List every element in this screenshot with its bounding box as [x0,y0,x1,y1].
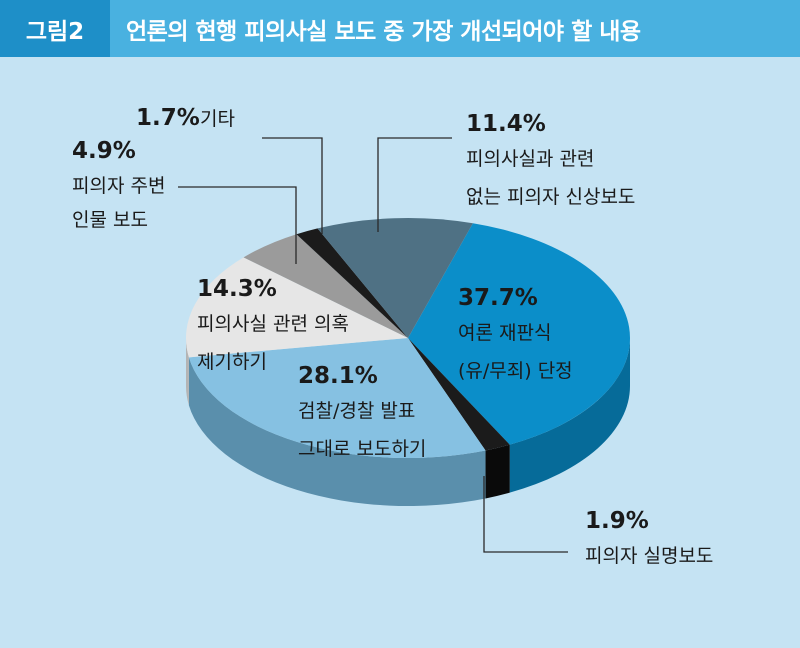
pie-slice-1 [408,338,510,451]
slice-labels: 37.7% 여론 재판식 (유/무죄) 단정 1.9% 피의자 실명보도 28.1% 검찰/… [72,105,713,567]
slice-percent-6: 11.4% [466,111,546,137]
pie-slice-2 [188,338,486,459]
leader-line-5 [262,137,323,234]
slice-percent-2: 28.1% [298,363,378,389]
pie-slice-3 [185,257,408,358]
slice-label-0-0: 여론 재판식 [458,322,551,344]
pie-slice-4 [243,234,408,338]
pie-side-0 [509,338,630,493]
leader-line-6 [377,137,452,232]
figure-header: 그림2 언론의 현행 피의사실 보도 중 가장 개선되어야 할 내용 [0,0,800,57]
figure-label: 그림2 [0,0,110,57]
figure-title: 언론의 현행 피의사실 보도 중 가장 개선되어야 할 내용 [126,18,641,45]
pie-side-1 [485,444,510,499]
slice-label-4-1: 인물 보도 [72,209,148,231]
slice-percent-1: 1.9% [585,508,649,534]
pie-slice-5 [296,228,408,338]
slice-label-0-1: (유/무죄) 단정 [458,360,573,382]
pie-sides [186,338,630,506]
slice-label-6-0: 피의사실과 관련 [466,148,594,170]
pie-side-2 [188,357,486,506]
slice-label-3-1: 제기하기 [197,351,267,373]
slice-label-6-1: 없는 피의자 신상보도 [466,186,635,208]
slice-label-2-1: 그대로 보도하기 [298,438,426,460]
leader-line-4 [178,186,297,264]
pie-side-3 [186,338,189,406]
slice-label-3-0: 피의사실 관련 의혹 [197,313,349,335]
slice-label-4-0: 피의자 주변 [72,175,165,197]
slice-percent-5: 1.7% [136,105,200,131]
slice-label-2-0: 검찰/경찰 발표 [298,400,415,422]
leader-line-1 [483,476,568,553]
pie-slice-0 [408,223,630,445]
leader-lines [178,137,568,553]
slice-percent-3: 14.3% [197,276,277,302]
slice-label-1-0: 피의자 실명보도 [585,545,713,567]
slice-percent-4: 4.9% [72,138,136,164]
pie-tops [185,217,630,459]
pie-slice-6 [317,217,473,338]
slice-percent-0: 37.7% [458,285,538,311]
slice-label-5-0: 기타 [200,108,235,130]
